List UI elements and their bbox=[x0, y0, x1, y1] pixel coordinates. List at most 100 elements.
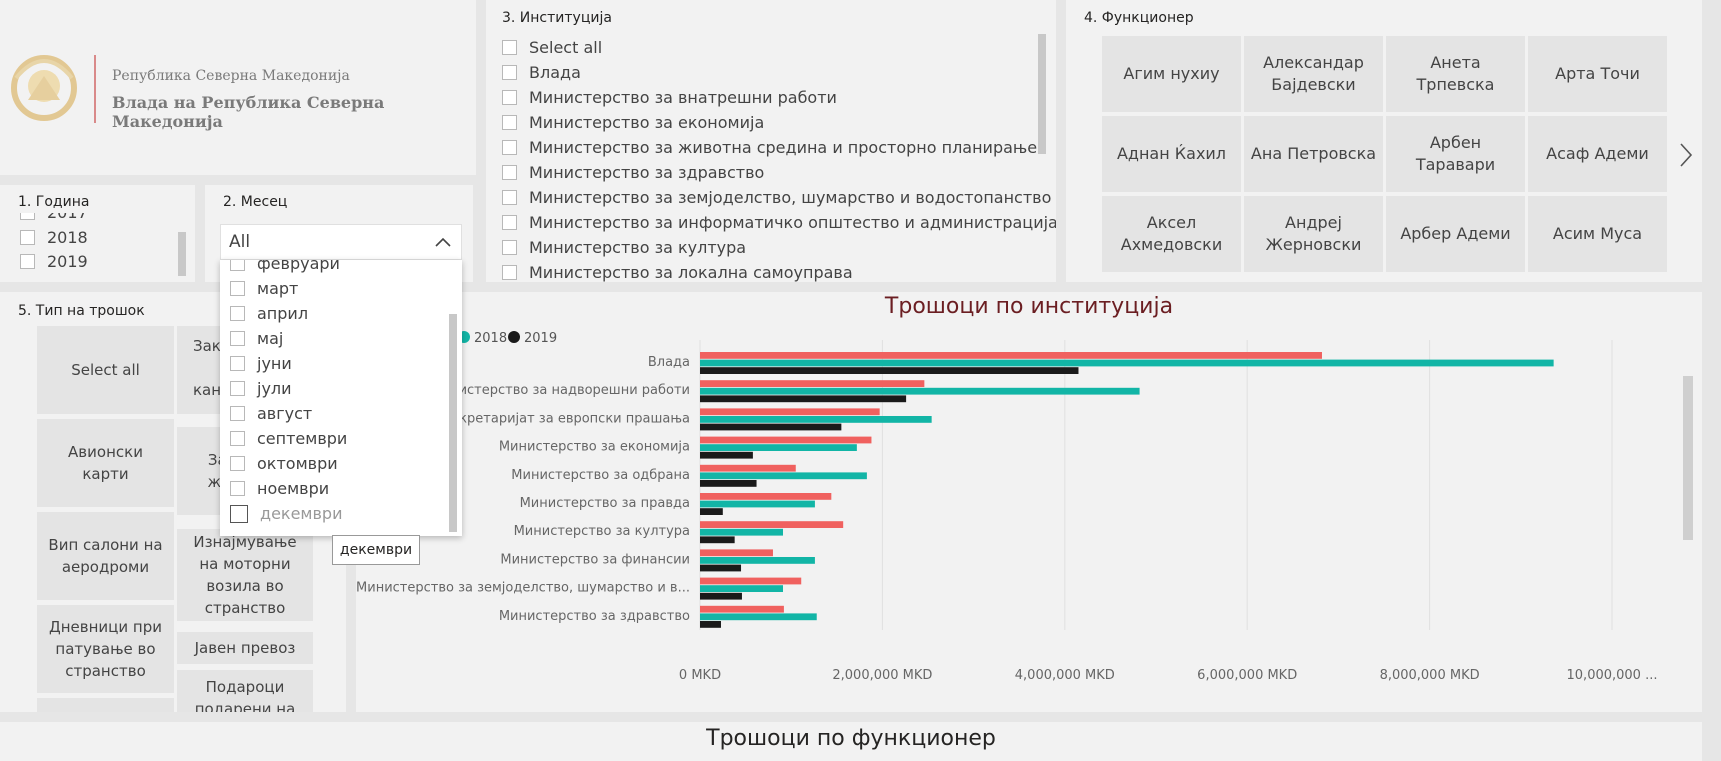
institution-option[interactable]: Select all bbox=[502, 38, 602, 57]
option-label: Министерство за информатичко општество и… bbox=[529, 213, 1056, 232]
checkbox[interactable] bbox=[230, 504, 248, 523]
option-label: јули bbox=[257, 379, 292, 398]
month-option[interactable]: април bbox=[230, 304, 308, 323]
checkbox[interactable] bbox=[502, 165, 517, 180]
month-option[interactable]: март bbox=[230, 279, 298, 298]
chevron-up-icon[interactable] bbox=[435, 237, 451, 247]
official-tile[interactable]: Аксел Ахмедовски bbox=[1102, 196, 1241, 272]
chart-scrollbar[interactable] bbox=[1683, 376, 1693, 540]
official-tile[interactable]: Арта Точи bbox=[1528, 36, 1667, 112]
option-label: октомври bbox=[257, 454, 338, 473]
option-label: 2018 bbox=[47, 228, 88, 247]
year-option[interactable]: 2019 bbox=[20, 252, 88, 271]
checkbox[interactable] bbox=[502, 190, 517, 205]
bar-2017 bbox=[700, 352, 1322, 359]
checkbox[interactable] bbox=[502, 40, 517, 55]
option-label: август bbox=[257, 404, 313, 423]
category-label: Министерство за земјоделство, шумарство … bbox=[356, 581, 690, 596]
month-option[interactable]: август bbox=[230, 404, 312, 423]
official-tile[interactable]: Агим нухиу bbox=[1102, 36, 1241, 112]
checkbox[interactable] bbox=[20, 254, 35, 269]
checkbox[interactable] bbox=[230, 481, 245, 496]
official-tile[interactable]: Асим Муса bbox=[1528, 196, 1667, 272]
month-dropdown[interactable]: All bbox=[220, 224, 462, 260]
dropdown-value: All bbox=[229, 232, 251, 252]
bar-2017 bbox=[700, 493, 832, 500]
cost-type-tile[interactable]: Јавен превоз bbox=[177, 632, 313, 664]
official-tile[interactable]: Арбер Адеми bbox=[1386, 196, 1525, 272]
year-option[interactable]: 2018 bbox=[20, 228, 88, 247]
institution-option[interactable]: Министерство за внатрешни работи bbox=[502, 88, 837, 107]
checkbox[interactable] bbox=[502, 90, 517, 105]
bar-2017 bbox=[700, 380, 925, 387]
option-label: март bbox=[257, 279, 299, 298]
official-tile[interactable]: Александар Бајдевски bbox=[1244, 36, 1383, 112]
year-scrollbar[interactable] bbox=[178, 232, 186, 276]
checkbox[interactable] bbox=[502, 115, 517, 130]
checkbox[interactable] bbox=[230, 281, 245, 296]
month-option[interactable]: февруари bbox=[230, 260, 340, 273]
checkbox[interactable] bbox=[230, 306, 245, 321]
month-option[interactable]: октомври bbox=[230, 454, 338, 473]
checkbox[interactable] bbox=[230, 260, 245, 271]
checkbox[interactable] bbox=[20, 230, 35, 245]
checkbox[interactable] bbox=[502, 265, 517, 280]
month-option[interactable]: декември bbox=[230, 504, 342, 523]
checkbox[interactable] bbox=[502, 240, 517, 255]
checkbox[interactable] bbox=[230, 431, 245, 446]
checkbox[interactable] bbox=[230, 456, 245, 471]
option-label: февруари bbox=[257, 260, 340, 273]
option-label: 2019 bbox=[47, 252, 88, 271]
logo-divider bbox=[94, 55, 96, 123]
bar-2017 bbox=[700, 549, 773, 557]
cost-type-tile[interactable]: Авионски карти bbox=[37, 419, 174, 507]
month-option[interactable]: јуни bbox=[230, 354, 292, 373]
chevron-right-icon[interactable] bbox=[1678, 142, 1694, 168]
checkbox[interactable] bbox=[502, 65, 517, 80]
bar-2018 bbox=[700, 528, 783, 536]
x-tick-label: 2,000,000 MKD bbox=[832, 668, 932, 683]
official-title: 4. Функционер bbox=[1084, 10, 1194, 26]
checkbox[interactable] bbox=[502, 140, 517, 155]
cost-type-tile[interactable]: Дневници при патување во странство bbox=[37, 605, 174, 693]
x-tick-label: 6,000,000 MKD bbox=[1197, 668, 1297, 683]
checkbox[interactable] bbox=[230, 356, 245, 371]
checkbox[interactable] bbox=[230, 406, 245, 421]
official-tile[interactable]: Ана Петровска bbox=[1244, 116, 1383, 192]
official-tile[interactable]: Асаф Адеми bbox=[1528, 116, 1667, 192]
month-option[interactable]: ноември bbox=[230, 479, 329, 498]
institution-option[interactable]: Влада bbox=[502, 63, 581, 82]
institution-option[interactable]: Министерство за информатичко општество и… bbox=[502, 213, 1056, 232]
option-label: мај bbox=[257, 329, 284, 348]
month-option[interactable]: мај bbox=[230, 329, 283, 348]
x-tick-label: 4,000,000 MKD bbox=[1015, 668, 1115, 683]
cost-type-tile[interactable] bbox=[37, 698, 174, 712]
month-option[interactable]: јули bbox=[230, 379, 292, 398]
checkbox[interactable] bbox=[230, 381, 245, 396]
month-option[interactable]: септември bbox=[230, 429, 347, 448]
institution-option[interactable]: Министерство за здравство bbox=[502, 163, 764, 182]
checkbox[interactable] bbox=[230, 331, 245, 346]
institution-option[interactable]: Министерство за култура bbox=[502, 238, 746, 257]
checkbox[interactable] bbox=[502, 215, 517, 230]
cost-type-tile[interactable]: Подароци подарени на bbox=[177, 670, 313, 712]
month-scrollbar[interactable] bbox=[449, 314, 457, 532]
official-tile[interactable]: Анета Трпевска bbox=[1386, 36, 1525, 112]
cost-type-tile[interactable]: Вип салони на аеродроми bbox=[37, 512, 174, 600]
official-tile[interactable]: Андреј Жерновски bbox=[1244, 196, 1383, 272]
institution-option[interactable]: Министерство за локална самоуправа bbox=[502, 263, 853, 282]
official-tile[interactable]: Арбен Таравари bbox=[1386, 116, 1525, 192]
bar-2018 bbox=[700, 500, 815, 508]
bar-2017 bbox=[700, 521, 844, 528]
institution-option[interactable]: Министерство за земјоделство, шумарство … bbox=[502, 188, 1051, 207]
institution-option[interactable]: Министерство за економија bbox=[502, 113, 764, 132]
institution-option[interactable]: Министерство за животна средина и просто… bbox=[502, 138, 1037, 157]
official-chart-title: Трошоци по функционер bbox=[706, 726, 996, 751]
institution-slicer: 3. Институција Select all Влада Министер… bbox=[486, 0, 1056, 282]
option-label: ноември bbox=[257, 479, 330, 498]
cost-type-tile[interactable]: Select all bbox=[37, 326, 174, 414]
official-tile[interactable]: Аднан Ќахил bbox=[1102, 116, 1241, 192]
bar-2017 bbox=[700, 436, 872, 444]
cost-type-tile[interactable]: Изнајмување на моторни возила во странст… bbox=[177, 529, 313, 621]
institution-scrollbar[interactable] bbox=[1038, 34, 1046, 154]
